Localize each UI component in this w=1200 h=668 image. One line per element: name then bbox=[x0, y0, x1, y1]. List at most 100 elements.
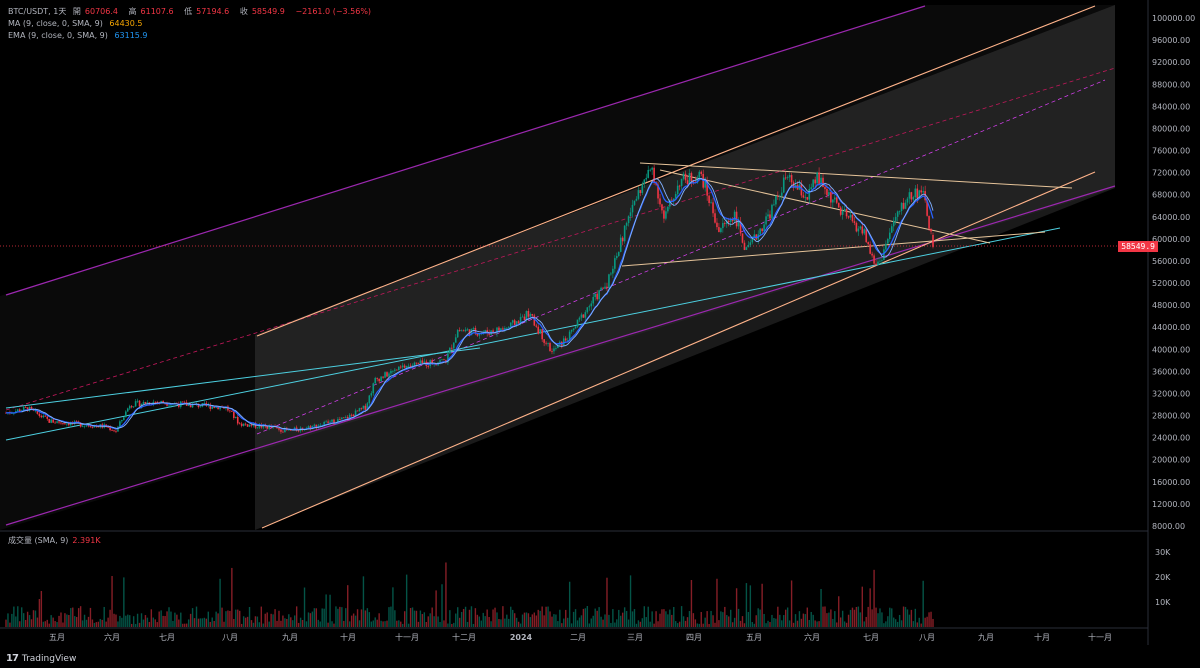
volume-bar bbox=[655, 611, 657, 627]
volume-bar bbox=[468, 609, 471, 627]
volume-bar bbox=[301, 619, 304, 627]
volume-bar bbox=[258, 622, 261, 627]
candle-body bbox=[814, 179, 816, 184]
volume-bar bbox=[912, 621, 915, 627]
volume-bar bbox=[140, 613, 143, 627]
volume-bar bbox=[266, 612, 268, 627]
candle-body bbox=[851, 214, 854, 222]
candle-body bbox=[366, 403, 369, 411]
candle-body bbox=[916, 188, 919, 199]
volume-bar bbox=[902, 606, 905, 627]
high-value: 61107.6 bbox=[140, 7, 174, 16]
volume-bar bbox=[692, 613, 695, 627]
volume-bar bbox=[423, 612, 426, 627]
candle-body bbox=[396, 369, 398, 371]
volume-bar bbox=[529, 617, 532, 627]
candle-body bbox=[710, 202, 712, 204]
volume-bar bbox=[315, 608, 318, 627]
volume-bar bbox=[853, 609, 856, 627]
volume-bar bbox=[737, 608, 740, 627]
candle-body bbox=[761, 228, 763, 232]
candle-body bbox=[865, 229, 868, 243]
tradingview-footer[interactable]: 17 TradingView bbox=[6, 653, 76, 664]
candle-body bbox=[496, 327, 498, 334]
volume-bar bbox=[386, 620, 388, 627]
candle-body bbox=[724, 223, 726, 224]
candle-body bbox=[126, 408, 129, 412]
candle-body bbox=[380, 376, 382, 382]
candle-body bbox=[745, 247, 748, 250]
candle-body bbox=[739, 221, 742, 234]
volume-bar bbox=[384, 621, 386, 627]
volume-bar bbox=[565, 609, 567, 627]
volume-bar bbox=[203, 617, 206, 627]
volume-bar bbox=[812, 614, 814, 627]
candle-body bbox=[523, 316, 526, 321]
volume-bar bbox=[134, 623, 137, 627]
volume-bar bbox=[211, 617, 213, 627]
volume-bar bbox=[358, 620, 361, 627]
volume-bar bbox=[621, 612, 624, 627]
ma-row[interactable]: MA (9, close, 0, SMA, 9) 64430.5 bbox=[8, 18, 375, 30]
candle-body bbox=[920, 190, 923, 193]
volume-bar bbox=[252, 622, 255, 627]
volume-bar bbox=[545, 606, 547, 627]
candle-body bbox=[661, 204, 663, 211]
volume-bar bbox=[757, 608, 759, 627]
candle-body bbox=[219, 406, 221, 410]
candle-body bbox=[16, 409, 19, 412]
candle-body bbox=[592, 296, 595, 304]
volume-bar bbox=[32, 610, 35, 627]
candle-body bbox=[234, 416, 237, 419]
candle-body bbox=[716, 222, 718, 228]
candle-body bbox=[358, 408, 361, 412]
volume-bar bbox=[295, 606, 298, 627]
candle-body bbox=[635, 198, 638, 201]
volume-bar bbox=[237, 609, 239, 627]
high-label: 高 bbox=[128, 7, 137, 16]
volume-bar bbox=[788, 620, 791, 627]
candle-body bbox=[374, 377, 377, 384]
volume-bar bbox=[637, 620, 640, 627]
candle-body bbox=[857, 228, 860, 232]
candle-body bbox=[154, 401, 157, 403]
volume-bar bbox=[144, 615, 147, 627]
candle-body bbox=[812, 179, 814, 188]
volume-bar bbox=[820, 588, 822, 627]
candle-body bbox=[885, 243, 887, 250]
symbol-label[interactable]: BTC/USDT, 1天 bbox=[8, 7, 67, 16]
candle-body bbox=[339, 419, 341, 420]
candle-body bbox=[830, 192, 832, 203]
volume-bar bbox=[22, 613, 25, 627]
volume-bar bbox=[394, 610, 396, 627]
volume-bar bbox=[794, 614, 797, 627]
volume-bar bbox=[303, 587, 306, 627]
volume-bar bbox=[863, 621, 865, 627]
candle-body bbox=[747, 244, 750, 248]
volume-bar bbox=[875, 607, 877, 627]
time-axis[interactable]: 五月 六月 七月 八月 九月 十月 十一月 十二月 2024 二月 三月 四月 五月 六月 七月 八月 九月 十月… bbox=[49, 632, 1112, 642]
volume-bar bbox=[297, 622, 300, 627]
volume-bar bbox=[810, 611, 812, 627]
volume-legend[interactable]: 成交量 (SMA, 9) 2.391K bbox=[8, 535, 101, 546]
volume-bar bbox=[841, 610, 844, 627]
volume-bar bbox=[339, 606, 341, 627]
volume-bar bbox=[779, 614, 781, 627]
volume-bar bbox=[403, 611, 406, 627]
candle-body bbox=[449, 347, 451, 354]
candle-body bbox=[333, 419, 335, 424]
y-tick-label: 60000.00 bbox=[1152, 235, 1190, 244]
volume-bar bbox=[818, 621, 820, 627]
volume-bar bbox=[830, 609, 832, 627]
ema-row[interactable]: EMA (9, close, 0, SMA, 9) 63115.9 bbox=[8, 30, 375, 42]
price-axis[interactable]: 8000.00 12000.00 16000.00 20000.00 24000.00 2… bbox=[1152, 14, 1195, 531]
candle-body bbox=[698, 171, 701, 178]
volume-bar bbox=[356, 609, 359, 627]
volume-bar bbox=[769, 622, 771, 627]
candle-body bbox=[902, 202, 905, 209]
candle-body bbox=[423, 361, 426, 364]
candle-body bbox=[672, 198, 675, 201]
candle-body bbox=[527, 311, 530, 317]
volume-bar bbox=[513, 613, 516, 627]
